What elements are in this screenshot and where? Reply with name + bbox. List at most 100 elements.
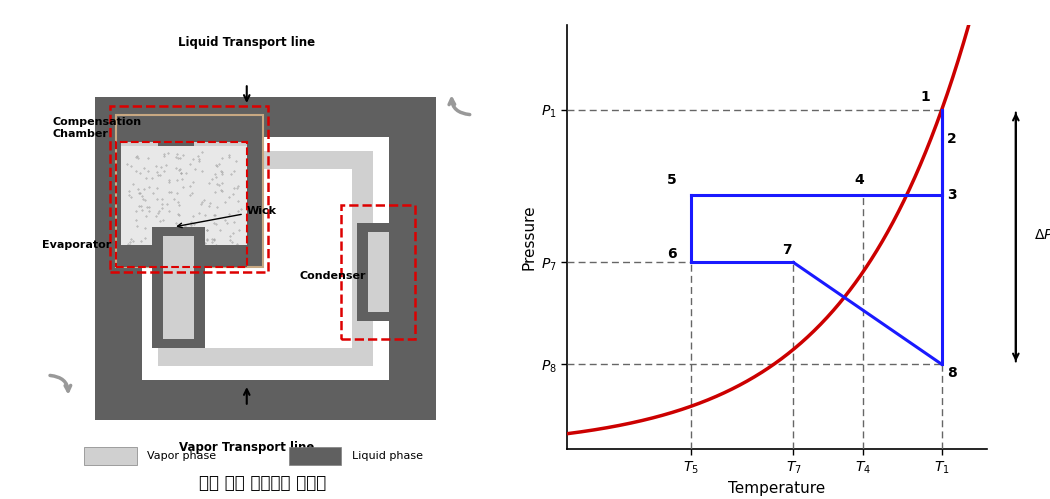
Bar	[84, 447, 136, 465]
Point	[200, 226, 216, 234]
Point	[204, 236, 220, 244]
Point	[140, 167, 156, 175]
Point	[195, 196, 212, 204]
Point	[225, 229, 242, 237]
Point	[191, 155, 208, 163]
Point	[177, 169, 194, 177]
Point	[145, 189, 162, 197]
Point	[206, 235, 223, 243]
Point	[146, 238, 163, 246]
Text: 6: 6	[667, 247, 677, 261]
Point	[148, 168, 165, 176]
Point	[194, 148, 211, 156]
Point	[161, 178, 177, 186]
Point	[172, 169, 189, 177]
Point	[184, 239, 201, 247]
Text: Compensation
Chamber: Compensation Chamber	[52, 117, 142, 139]
Point	[201, 245, 217, 253]
Point	[135, 185, 152, 193]
Point	[185, 155, 202, 163]
Point	[218, 220, 235, 228]
Point	[153, 195, 170, 203]
Point	[205, 219, 222, 227]
Point	[220, 153, 237, 161]
Point	[182, 182, 198, 190]
Text: 8: 8	[947, 366, 957, 380]
Bar	[121, 146, 247, 258]
Text: 3: 3	[947, 188, 957, 202]
Point	[211, 160, 228, 168]
Point	[185, 212, 202, 220]
Point	[232, 205, 249, 213]
Point	[208, 242, 225, 250]
Point	[209, 203, 226, 211]
Point	[151, 217, 168, 225]
Point	[192, 230, 209, 238]
Bar	[152, 227, 205, 348]
Point	[172, 169, 189, 177]
Text: 1: 1	[921, 90, 930, 104]
Point	[172, 154, 189, 162]
Point	[153, 226, 170, 234]
Bar	[142, 137, 388, 380]
Text: 4: 4	[855, 173, 864, 187]
Point	[136, 224, 153, 232]
Point	[224, 238, 240, 246]
Bar	[178, 169, 352, 348]
Point	[213, 154, 230, 162]
Point	[182, 237, 198, 245]
Point	[183, 221, 200, 229]
Point	[182, 160, 198, 168]
Point	[130, 154, 147, 162]
Point	[127, 153, 144, 161]
Text: 루프 히트 파이프의 개낙도: 루프 히트 파이프의 개낙도	[198, 474, 327, 492]
Point	[168, 164, 185, 172]
Point	[129, 223, 146, 231]
Bar	[121, 245, 247, 267]
Point	[182, 233, 198, 241]
Point	[119, 160, 135, 168]
Point	[165, 232, 182, 240]
Point	[213, 170, 230, 178]
Point	[171, 248, 188, 255]
Point	[158, 161, 174, 169]
Point	[211, 181, 228, 189]
Point	[208, 180, 225, 188]
Point	[169, 155, 186, 163]
Point	[163, 188, 180, 196]
Point	[229, 184, 246, 192]
Point	[128, 167, 145, 175]
Point	[194, 225, 211, 233]
Point	[128, 152, 145, 160]
Point	[192, 200, 209, 208]
Point	[230, 182, 247, 190]
Point	[208, 221, 225, 229]
Point	[160, 149, 176, 157]
Point	[144, 238, 161, 246]
Point	[196, 239, 213, 247]
Point	[140, 155, 156, 163]
Point	[194, 198, 211, 206]
Bar	[94, 97, 436, 420]
Point	[148, 162, 165, 170]
Point	[154, 216, 171, 224]
Bar	[121, 128, 158, 205]
Point	[149, 184, 166, 192]
Bar	[357, 223, 394, 321]
Point	[205, 211, 222, 219]
Point	[213, 167, 230, 175]
Point	[161, 189, 177, 197]
Bar	[289, 447, 341, 465]
Point	[154, 201, 171, 209]
Point	[123, 193, 140, 201]
Point	[152, 234, 169, 242]
Point	[152, 163, 169, 171]
Bar	[158, 151, 373, 366]
Point	[182, 191, 198, 199]
Point	[162, 240, 178, 248]
Point	[144, 248, 161, 256]
Point	[133, 192, 150, 200]
Point	[127, 216, 144, 224]
Point	[174, 236, 191, 244]
Point	[214, 168, 231, 176]
